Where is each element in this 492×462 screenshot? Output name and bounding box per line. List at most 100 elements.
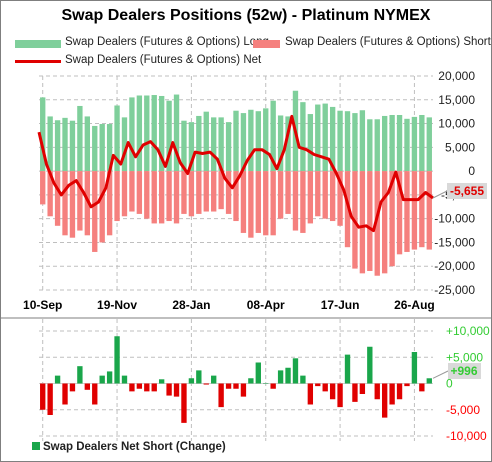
change-bar: [389, 383, 395, 405]
short-bar: [359, 171, 366, 274]
short-bar: [196, 171, 202, 214]
change-bar: [426, 378, 432, 384]
legend-short-swatch: [253, 40, 280, 48]
y-tick-label: -15,000: [434, 235, 475, 249]
change-bar: [62, 383, 68, 405]
short-bar: [158, 171, 165, 224]
long-bar: [329, 106, 336, 172]
long-bar: [404, 118, 410, 172]
short-bar: [367, 171, 373, 271]
long-bar: [352, 113, 358, 172]
long-bar: [307, 114, 314, 172]
change-bar: [196, 370, 202, 384]
long-bar: [374, 119, 380, 172]
long-bar: [92, 125, 98, 172]
short-bar: [114, 171, 120, 222]
long-bar: [47, 116, 53, 172]
long-bar: [181, 120, 187, 172]
change-bar: [419, 383, 425, 392]
short-bar: [300, 171, 306, 233]
x-tick-label: 10-Sep: [23, 298, 62, 312]
long-bar: [188, 122, 195, 172]
y-tick-label: -20,000: [434, 259, 475, 273]
short-bar: [144, 171, 150, 219]
long-bar: [196, 115, 202, 172]
last-value-box: [447, 183, 487, 199]
long-bar: [151, 95, 157, 172]
change-bar: [84, 383, 90, 390]
long-bar: [40, 97, 46, 172]
change-bar: [329, 383, 336, 400]
long-bar: [166, 100, 172, 172]
change-bar: [396, 383, 403, 400]
change-bar: [411, 352, 418, 384]
short-bar: [40, 171, 46, 205]
last-change-leader: [432, 370, 449, 379]
long-bar: [158, 95, 165, 172]
short-bar: [307, 171, 314, 224]
legend-change-label: Swap Dealers Net Short (Change): [43, 441, 226, 453]
change-bar: [92, 383, 98, 405]
short-bar: [54, 171, 61, 226]
long-bar: [62, 117, 68, 172]
long-bar: [136, 95, 143, 172]
change-bar: [144, 383, 150, 392]
change-bar: [158, 379, 165, 384]
legend-net-label: Swap Dealers (Futures & Options) Net: [65, 54, 262, 66]
short-bar: [69, 171, 76, 238]
change-bar: [69, 383, 76, 392]
change-bar: [374, 383, 380, 400]
change-bar: [188, 378, 195, 384]
long-bar: [240, 113, 247, 172]
long-bar: [396, 114, 403, 172]
long-bar: [337, 110, 343, 172]
short-bar: [129, 171, 135, 212]
y-tick-label: -10,000: [434, 212, 475, 226]
long-bar: [315, 104, 321, 172]
legend-net-swatch: [15, 60, 61, 63]
change-bar: [181, 383, 187, 423]
y-tick-label: 5,000: [445, 140, 475, 154]
change-bar: [300, 375, 306, 384]
short-bar: [121, 171, 128, 217]
long-bar: [99, 124, 105, 172]
y-tick-label: -5,000: [446, 403, 480, 417]
y-tick-label: 0: [468, 164, 475, 178]
change-bar: [47, 383, 53, 415]
long-bar: [144, 95, 150, 172]
long-bar: [129, 97, 135, 172]
long-bar: [114, 105, 120, 172]
change-bar: [277, 370, 284, 384]
short-bar: [374, 171, 380, 276]
long-bar: [322, 103, 328, 172]
long-bar: [173, 94, 180, 172]
change-bar: [367, 346, 373, 384]
long-bar: [121, 117, 128, 172]
short-bar: [62, 171, 68, 236]
long-bar: [106, 124, 113, 172]
short-bar: [270, 171, 276, 236]
y-tick-label: 20,000: [438, 69, 475, 83]
change-bar: [106, 371, 113, 384]
y-tick-label: +5,000: [446, 350, 483, 364]
long-bar: [300, 102, 306, 172]
short-bar: [181, 171, 187, 214]
legend-long-label: Swap Dealers (Futures & Options) Long: [65, 36, 269, 48]
change-bar: [136, 383, 143, 389]
legend-long-swatch: [15, 40, 61, 48]
change-bar: [233, 383, 239, 389]
short-bar: [233, 171, 239, 222]
short-bar: [99, 171, 105, 243]
long-bar: [203, 111, 209, 172]
change-bar: [54, 375, 61, 384]
change-bar: [40, 383, 46, 410]
short-bar: [426, 171, 432, 250]
short-bar: [411, 171, 418, 250]
long-bar: [211, 117, 217, 172]
short-bar: [218, 171, 224, 210]
long-bar: [344, 111, 351, 172]
long-bar: [54, 120, 61, 172]
short-bar: [315, 171, 321, 217]
